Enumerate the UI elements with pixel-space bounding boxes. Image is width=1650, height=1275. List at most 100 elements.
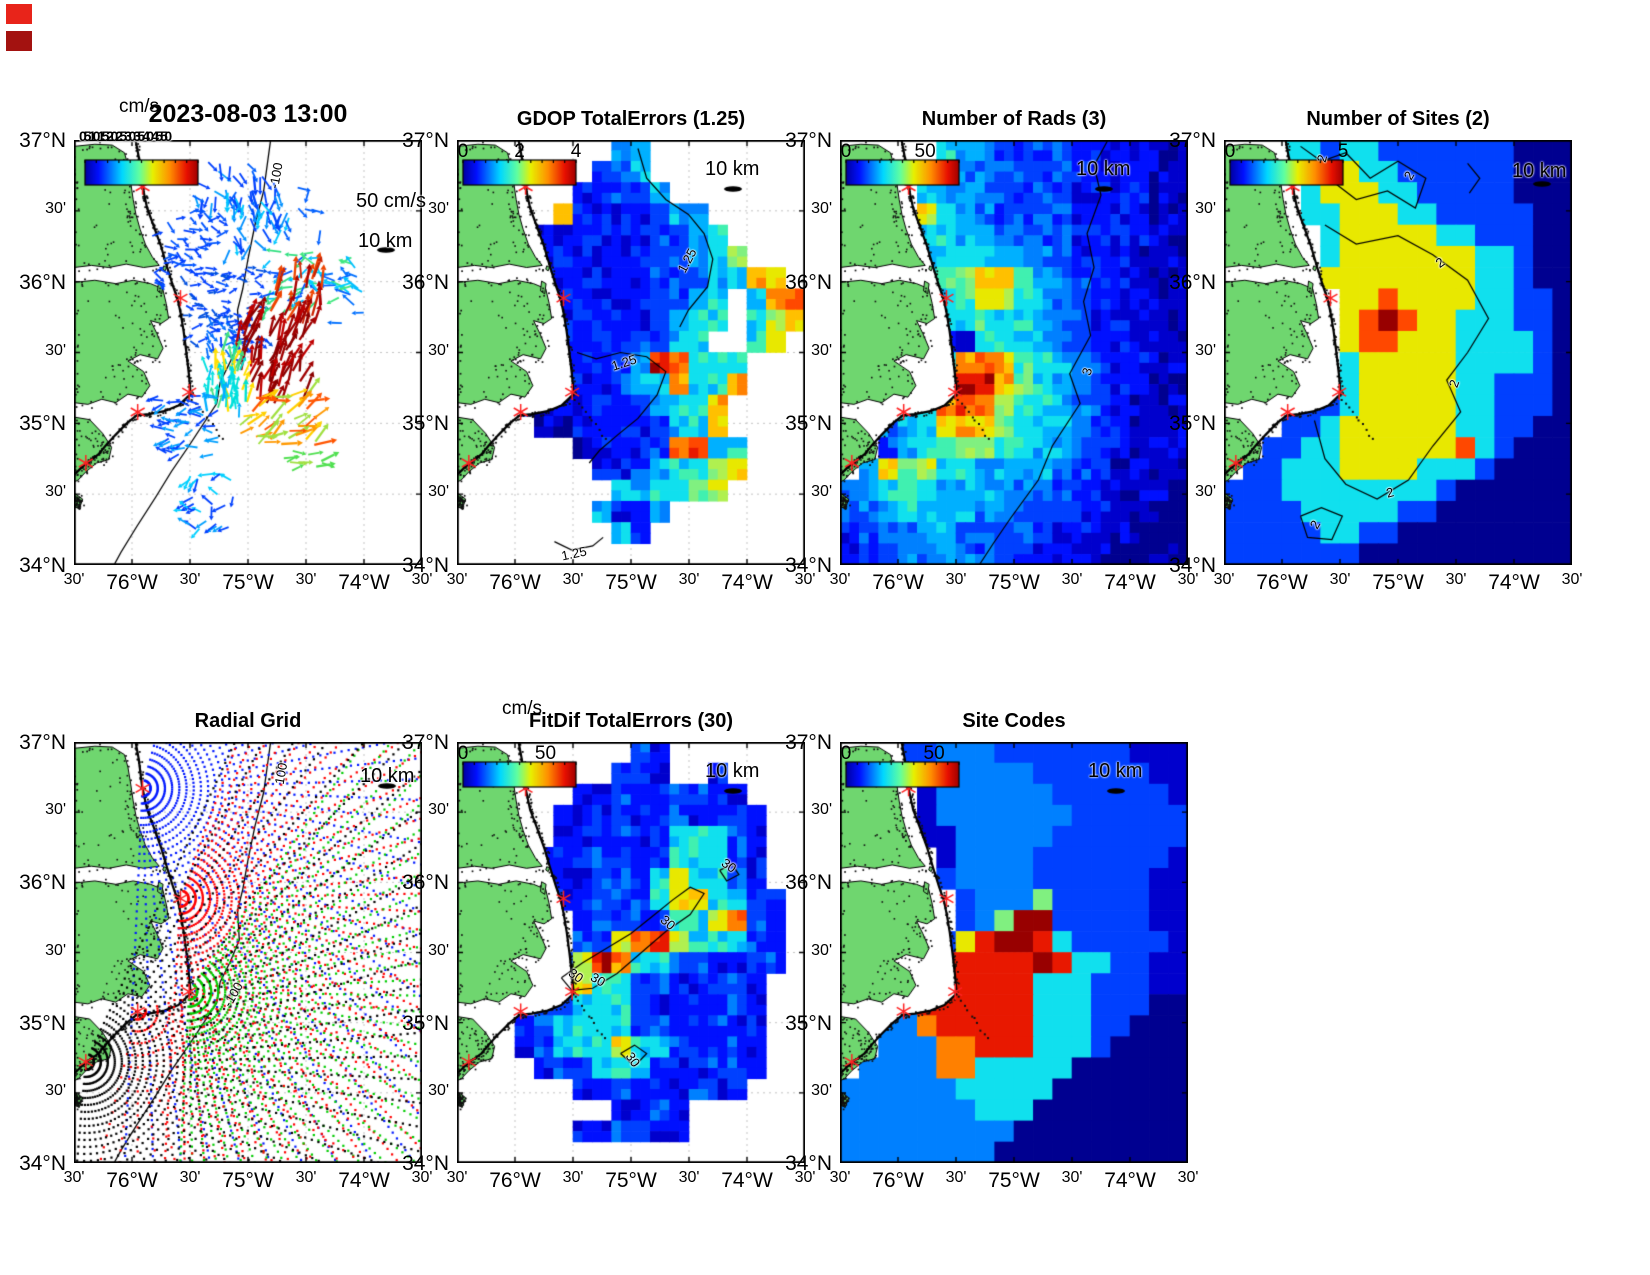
panel-title: Radial Grid [194,710,302,732]
x-tick-label: 74°W [338,571,390,594]
panel-2-canvas [457,140,805,565]
y-tick-label: 30' [45,801,66,819]
colorbar-tick-label: 0 [457,743,469,764]
x-tick-label: 30' [411,571,433,588]
colorbar-tick-label: 0 [840,141,852,162]
y-tick-label: 34°N [785,1152,832,1175]
scale-km-label: 10 km [358,230,413,252]
x-tick-label: 30' [945,1169,967,1186]
y-tick-label: 35°N [19,1011,66,1035]
x-tick-label: 76°W [872,1169,924,1192]
y-tick-label: 30' [428,1081,449,1099]
x-tick-label: 30' [678,571,700,588]
y-tick-label: 36°N [402,871,449,895]
x-tick-label: 74°W [1104,1169,1156,1192]
x-tick-label: 74°W [338,1169,390,1192]
y-tick-label: 30' [811,199,832,217]
x-tick-label: 75°W [605,1169,657,1192]
x-tick-label: 30' [562,571,584,588]
x-tick-label: 76°W [1256,571,1308,594]
y-tick-label: 36°N [19,270,66,294]
x-tick-label: 30' [295,1169,317,1186]
y-tick-label: 35°N [402,412,449,436]
x-tick-label: 75°W [988,571,1040,594]
y-tick-label: 37°N [19,129,66,152]
panel-title: Number of Rads (3) [921,108,1107,130]
x-tick-label: 30' [794,571,816,588]
y-tick-label: 30' [45,483,66,501]
y-tick-label: 30' [1195,199,1216,217]
panel-6-canvas [457,742,805,1163]
scale-km-label: 10 km [705,760,760,782]
corner-mark [6,4,32,24]
x-tick-label: 30' [63,571,85,588]
corner-mark [6,31,32,51]
panel-1-canvas [74,140,422,565]
x-tick-label: 76°W [872,571,924,594]
y-tick-label: 34°N [1169,554,1216,577]
panel-5-canvas [74,742,422,1163]
x-tick-label: 30' [678,1169,700,1186]
y-tick-label: 37°N [402,129,449,152]
panel-4-canvas [1224,140,1572,565]
panel-title: FitDif TotalErrors (30) [528,710,734,732]
x-tick-label: 74°W [721,571,773,594]
y-tick-label: 36°N [402,270,449,294]
x-tick-label: 76°W [489,1169,541,1192]
x-tick-label: 76°W [106,1169,158,1192]
panel-title: Site Codes [962,710,1066,732]
y-tick-label: 34°N [785,554,832,577]
x-tick-label: 30' [1177,1169,1199,1186]
scale-km-label: 10 km [1512,160,1567,182]
x-tick-label: 30' [446,1169,468,1186]
panel-3-canvas [840,140,1188,565]
x-tick-label: 75°W [605,571,657,594]
panel-title: GDOP TotalErrors (1.25) [516,108,746,130]
x-tick-label: 30' [1329,571,1351,588]
y-tick-label: 30' [811,483,832,501]
y-tick-label: 30' [428,483,449,501]
x-tick-label: 76°W [106,571,158,594]
x-tick-label: 30' [1177,571,1199,588]
y-tick-label: 35°N [402,1011,449,1035]
x-tick-label: 74°W [1488,571,1540,594]
y-tick-label: 30' [1195,341,1216,359]
y-tick-label: 30' [45,341,66,359]
panel-7-canvas [840,742,1188,1163]
x-tick-label: 75°W [222,1169,274,1192]
x-tick-label: 30' [1561,571,1583,588]
x-tick-label: 30' [794,1169,816,1186]
x-tick-label: 30' [1061,571,1083,588]
x-tick-label: 30' [63,1169,85,1186]
y-tick-label: 37°N [785,129,832,152]
y-tick-label: 30' [428,199,449,217]
y-tick-label: 37°N [785,731,832,754]
y-tick-label: 36°N [785,270,832,294]
y-tick-label: 34°N [402,554,449,577]
y-tick-label: 37°N [402,731,449,754]
colorbar-tick-label: 2 [514,141,525,162]
y-tick-label: 30' [428,801,449,819]
colorbar-units-label: cm/s [118,96,160,117]
x-tick-label: 74°W [721,1169,773,1192]
x-tick-label: 30' [1213,571,1235,588]
x-tick-label: 75°W [222,571,274,594]
colorbar-tick-label: 0 [457,141,469,162]
x-tick-label: 30' [945,571,967,588]
y-tick-label: 34°N [19,1152,66,1175]
x-tick-label: 30' [829,1169,851,1186]
y-tick-label: 34°N [19,554,66,577]
y-tick-label: 30' [45,941,66,959]
scale-km-label: 10 km [1088,760,1143,782]
panel-title: Number of Sites (2) [1306,108,1490,130]
y-tick-label: 30' [811,1081,832,1099]
x-tick-label: 30' [1445,571,1467,588]
y-tick-label: 34°N [402,1152,449,1175]
colorbar-tick-label: 0 [1224,141,1236,162]
y-tick-label: 37°N [1169,129,1216,152]
scale-km-label: 10 km [705,158,760,180]
x-tick-label: 30' [562,1169,584,1186]
colorbar-tick-label: 5 [1337,141,1349,162]
y-tick-label: 35°N [785,412,832,436]
y-tick-label: 30' [428,941,449,959]
